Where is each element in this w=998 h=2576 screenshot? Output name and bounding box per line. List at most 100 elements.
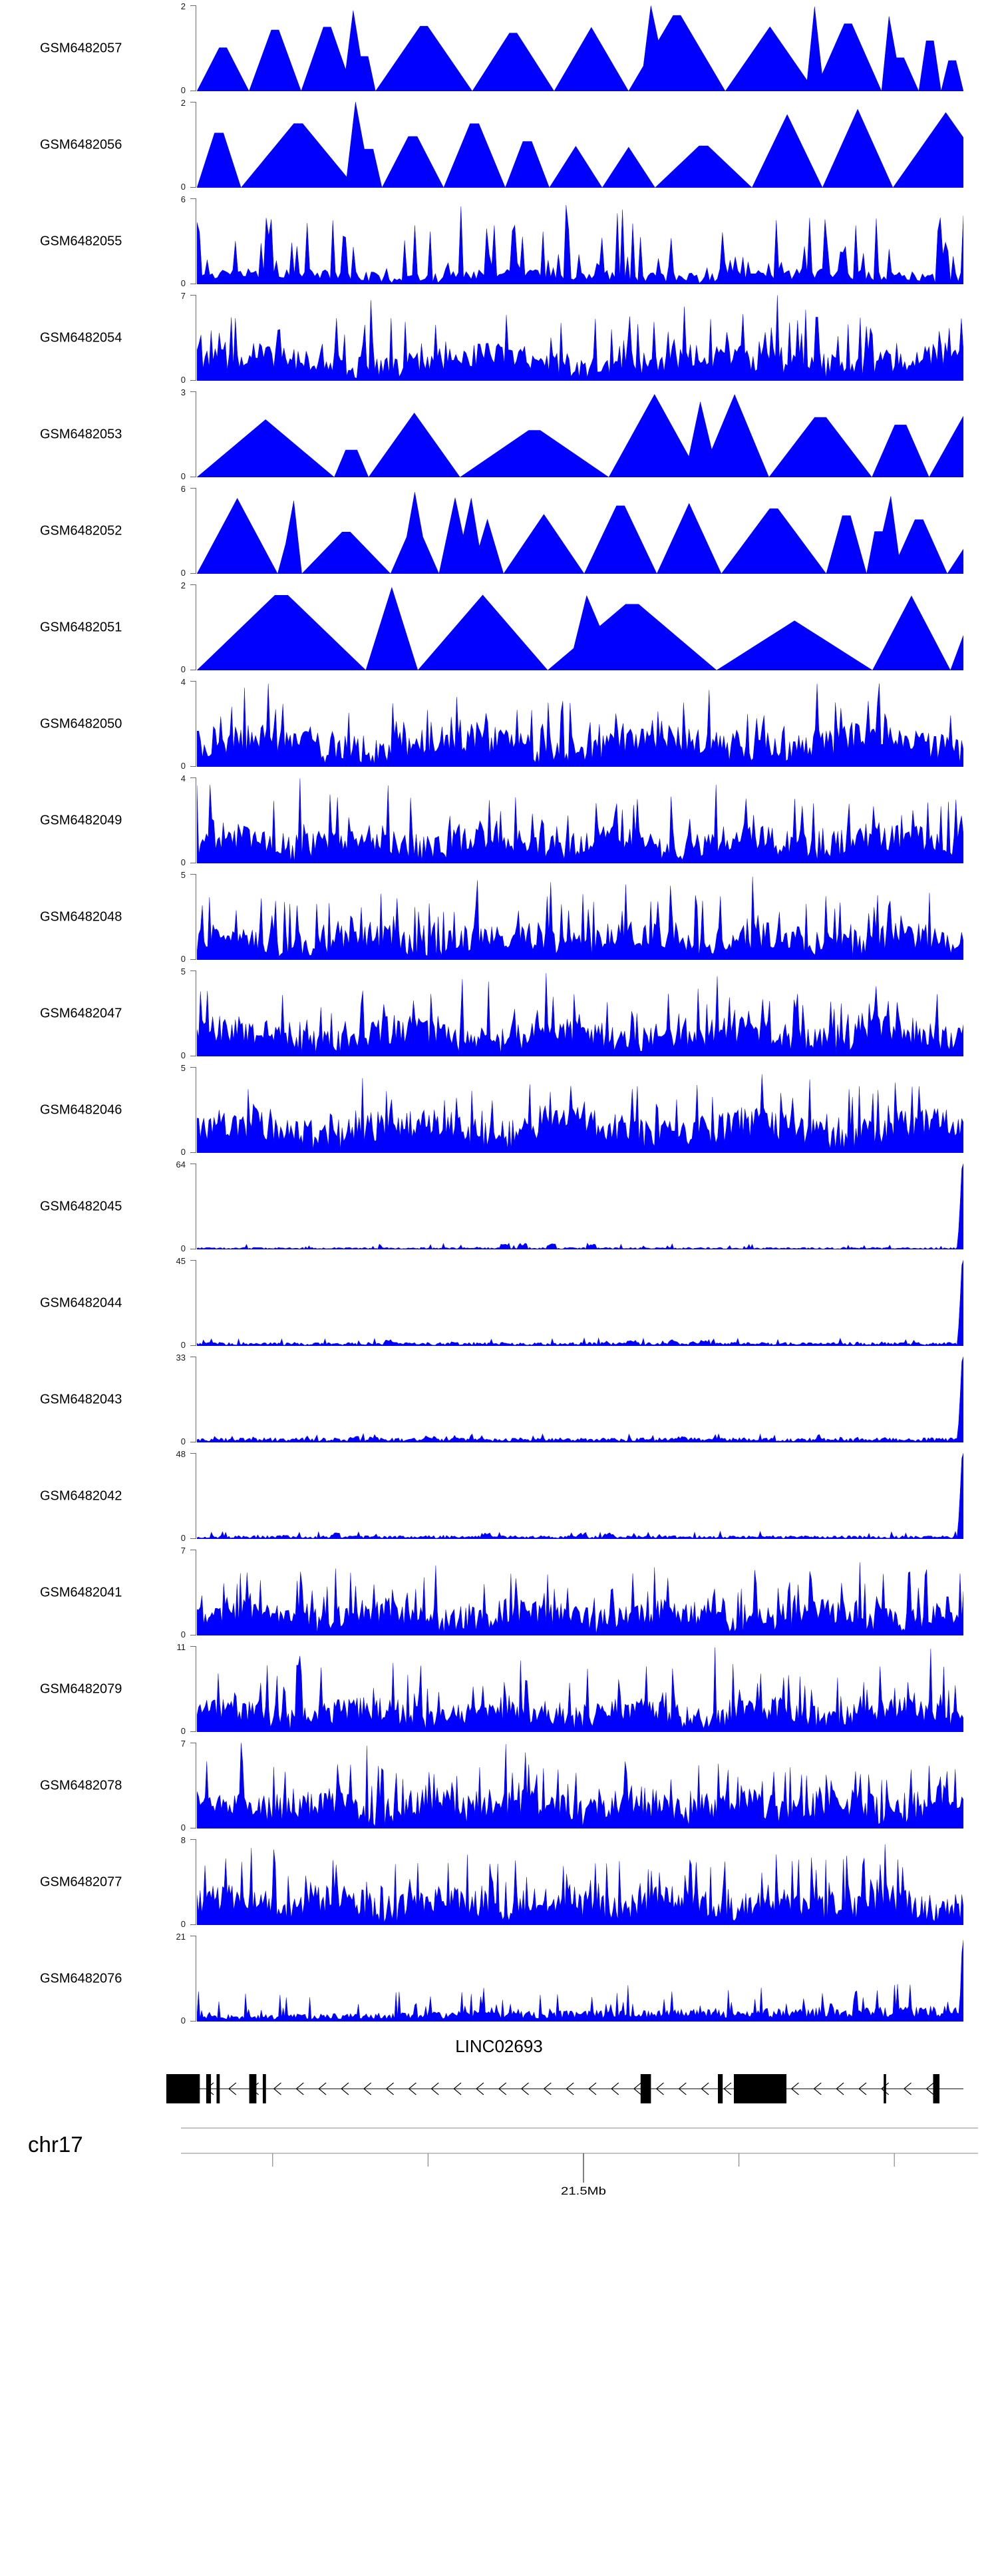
coverage-track[interactable]: GSM6482043 33 0	[0, 1351, 998, 1448]
coverage-track[interactable]: GSM6482053 3 0	[0, 386, 998, 483]
coverage-area	[197, 295, 963, 381]
coverage-track[interactable]: GSM6482042 48 0	[0, 1448, 998, 1544]
track-label: GSM6482043	[40, 1392, 122, 1406]
track-y-axis: 21 0	[170, 1932, 196, 2025]
track-y-axis: 45 0	[170, 1257, 196, 1349]
coverage-track[interactable]: GSM6482041 7 0	[0, 1544, 998, 1641]
axis-max-label: 21	[176, 1932, 186, 1942]
axis-min-label: 0	[180, 1533, 186, 1543]
coverage-plot[interactable]	[197, 681, 963, 767]
coverage-area	[197, 1562, 963, 1635]
coverage-track[interactable]: GSM6482046 5 0	[0, 1062, 998, 1158]
gene-exon[interactable]	[884, 2074, 886, 2103]
strand-arrow-icon	[520, 2082, 529, 2095]
axis-min-label: 0	[180, 375, 186, 385]
strand-arrow-icon	[858, 2082, 867, 2095]
coverage-plot[interactable]	[197, 584, 963, 670]
coverage-track[interactable]: GSM6482056 2 0	[0, 97, 998, 193]
coverage-track[interactable]: GSM6482054 7 0	[0, 290, 998, 386]
coverage-plot[interactable]	[197, 391, 963, 477]
coverage-plot[interactable]	[197, 1646, 963, 1732]
coverage-area	[197, 1453, 963, 1539]
coverage-plot[interactable]	[197, 874, 963, 960]
track-y-axis: 64 0	[170, 1160, 196, 1253]
coverage-plot[interactable]	[197, 1839, 963, 1925]
axis-min-label: 0	[180, 1050, 186, 1060]
coverage-track[interactable]: GSM6482048 5 0	[0, 869, 998, 965]
axis-min-label: 0	[180, 1919, 186, 1929]
axis-min-label: 0	[180, 1436, 186, 1446]
track-label: GSM6482041	[40, 1585, 122, 1600]
gene-exon[interactable]	[166, 2074, 200, 2103]
coverage-plot[interactable]	[197, 1260, 963, 1346]
coverage-track[interactable]: GSM6482077 8 0	[0, 1834, 998, 1930]
track-label: GSM6482057	[40, 41, 122, 55]
coverage-plot[interactable]	[197, 1550, 963, 1635]
strand-arrow-icon	[453, 2082, 462, 2095]
coverage-track[interactable]: GSM6482057 2 0	[0, 0, 998, 97]
coverage-plot[interactable]	[197, 777, 963, 863]
coverage-track[interactable]: GSM6482076 21 0	[0, 1930, 998, 2027]
track-label: GSM6482049	[40, 813, 122, 827]
gene-exon[interactable]	[733, 2074, 787, 2103]
coverage-track[interactable]: GSM6482049 4 0	[0, 772, 998, 869]
coverage-plot[interactable]	[197, 5, 963, 91]
gene-exon[interactable]	[216, 2074, 220, 2103]
coverage-plot[interactable]	[197, 102, 963, 188]
strand-arrow-icon	[498, 2082, 507, 2095]
coverage-track[interactable]: GSM6482055 6 0	[0, 193, 998, 290]
coverage-plot[interactable]	[197, 1743, 963, 1828]
gene-exon[interactable]	[206, 2074, 212, 2103]
coverage-plot[interactable]	[197, 1453, 963, 1539]
axis-max-label: 6	[180, 484, 186, 494]
coverage-plot[interactable]	[197, 970, 963, 1056]
chromosome-ruler: 21.5Mb	[181, 2124, 978, 2197]
axis-min-label: 0	[180, 471, 186, 481]
axis-min-label: 0	[180, 568, 186, 578]
coverage-track[interactable]: GSM6482078 7 0	[0, 1737, 998, 1834]
strand-arrow-icon	[476, 2082, 484, 2095]
gene-exon[interactable]	[933, 2074, 940, 2103]
coverage-area	[197, 102, 963, 188]
gene-exon[interactable]	[262, 2074, 266, 2103]
coverage-plot[interactable]	[197, 295, 963, 381]
strand-arrow-icon	[363, 2082, 372, 2095]
strand-arrow-icon	[925, 2082, 934, 2095]
gene-exon[interactable]	[249, 2074, 257, 2103]
coverage-plot[interactable]	[197, 488, 963, 574]
axis-max-label: 3	[180, 387, 186, 397]
track-label: GSM6482078	[40, 1778, 122, 1793]
coverage-plot[interactable]	[197, 1357, 963, 1442]
track-label: GSM6482047	[40, 1006, 122, 1020]
strand-arrow-icon	[295, 2082, 304, 2095]
coverage-track[interactable]: GSM6482051 2 0	[0, 579, 998, 676]
strand-arrow-icon	[341, 2082, 349, 2095]
coverage-plot[interactable]	[197, 1067, 963, 1153]
coverage-area	[197, 586, 963, 670]
coverage-track[interactable]: GSM6482044 45 0	[0, 1255, 998, 1351]
coverage-area	[197, 1844, 963, 1925]
axis-min-label: 0	[180, 1147, 186, 1157]
axis-max-label: 5	[180, 1063, 186, 1073]
coverage-plot[interactable]	[197, 198, 963, 284]
coverage-track[interactable]: GSM6482079 11 0	[0, 1641, 998, 1737]
coverage-track[interactable]: GSM6482050 4 0	[0, 676, 998, 772]
coverage-track[interactable]: GSM6482045 64 0	[0, 1158, 998, 1255]
gene-exon[interactable]	[640, 2074, 651, 2103]
axis-max-label: 4	[180, 677, 186, 687]
coverage-track[interactable]: GSM6482047 5 0	[0, 965, 998, 1062]
coverage-track[interactable]: GSM6482052 6 0	[0, 483, 998, 579]
strand-arrow-icon	[318, 2082, 327, 2095]
strand-arrow-icon	[408, 2082, 416, 2095]
track-y-axis: 48 0	[170, 1450, 196, 1543]
gene-model[interactable]	[166, 2073, 963, 2104]
strand-arrow-icon	[543, 2082, 552, 2095]
axis-max-label: 8	[180, 1835, 186, 1845]
gene-exon[interactable]	[718, 2074, 723, 2103]
coverage-plot[interactable]	[197, 1936, 963, 2022]
coverage-plot[interactable]	[197, 1164, 963, 1249]
